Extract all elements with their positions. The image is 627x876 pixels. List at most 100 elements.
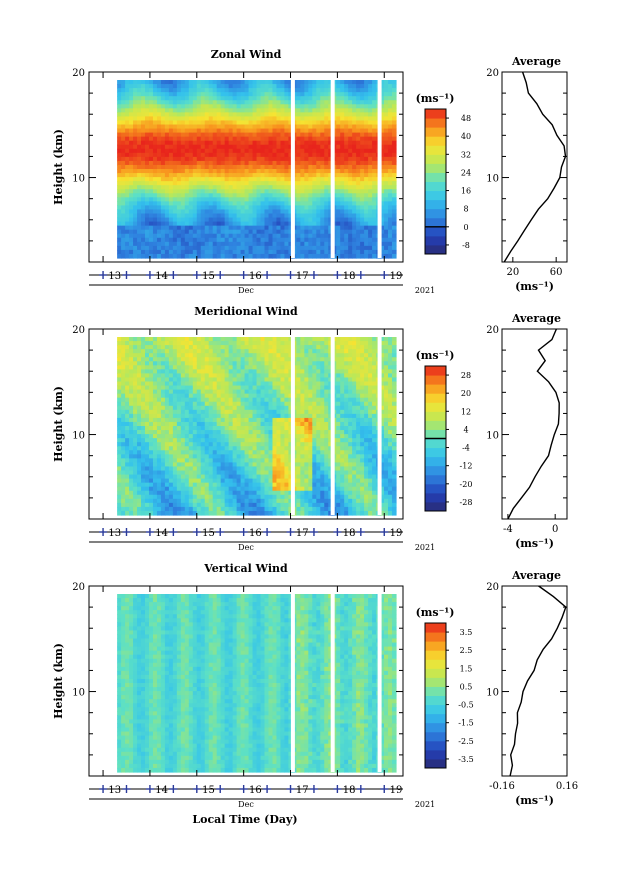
heatmap-cell bbox=[272, 357, 278, 362]
heatmap-cell bbox=[260, 136, 266, 142]
heatmap-cell bbox=[324, 136, 329, 142]
heatmap-cell bbox=[300, 128, 305, 134]
heatmap-cell bbox=[380, 156, 385, 162]
heatmap-cell bbox=[121, 229, 126, 235]
heatmap-cell bbox=[204, 357, 210, 362]
heatmap-cell bbox=[328, 245, 333, 251]
heatmap-cell bbox=[240, 417, 246, 423]
heatmap-cell bbox=[344, 173, 349, 178]
heatmap-cell bbox=[184, 361, 190, 366]
heatmap-cell bbox=[264, 466, 270, 472]
heatmap-cell bbox=[117, 108, 122, 113]
heatmap-cell bbox=[316, 189, 321, 194]
heatmap-cell bbox=[232, 361, 238, 366]
heatmap-cell bbox=[212, 152, 218, 158]
heatmap-cell bbox=[360, 96, 365, 101]
heatmap-cell bbox=[240, 177, 246, 182]
heatmap-cell bbox=[164, 152, 170, 158]
heatmap-cell bbox=[228, 506, 234, 512]
heatmap-cell bbox=[164, 96, 170, 101]
heatmap-cell bbox=[388, 124, 393, 130]
heatmap-cell bbox=[232, 92, 238, 97]
heatmap-cell bbox=[129, 164, 134, 170]
heatmap-cell bbox=[200, 185, 206, 190]
heatmap-cell bbox=[133, 237, 138, 243]
heatmap-cell bbox=[391, 160, 397, 166]
heatmap-cell bbox=[272, 466, 278, 472]
heatmap-cell bbox=[328, 84, 333, 89]
heatmap-cell bbox=[232, 193, 238, 198]
heatmap-cell bbox=[180, 397, 186, 403]
heatmap-cell bbox=[252, 201, 258, 207]
heatmap-cell bbox=[240, 120, 246, 126]
heatmap-cell bbox=[240, 185, 246, 190]
heatmap-cell bbox=[224, 245, 230, 251]
heatmap-cell bbox=[372, 225, 377, 231]
heatmap-cell bbox=[152, 201, 158, 207]
heatmap-cell bbox=[340, 100, 345, 105]
heatmap-cell bbox=[248, 426, 254, 431]
heatmap-cell bbox=[368, 169, 373, 174]
heatmap-cell bbox=[380, 185, 385, 190]
heatmap-cell bbox=[164, 164, 170, 170]
heatmap-cell bbox=[320, 213, 325, 219]
heatmap-cell bbox=[228, 181, 234, 186]
heatmap-cell bbox=[308, 120, 313, 126]
heatmap-cell bbox=[176, 148, 182, 154]
heatmap-cell bbox=[121, 217, 126, 223]
heatmap-cell bbox=[137, 144, 142, 150]
heatmap-cell bbox=[208, 177, 214, 182]
heatmap-cell bbox=[344, 120, 349, 126]
heatmap-cell bbox=[236, 401, 242, 407]
heatmap-cell bbox=[168, 249, 174, 255]
heatmap-cell bbox=[133, 373, 138, 379]
heatmap-cell bbox=[180, 450, 186, 455]
heatmap-cell bbox=[180, 434, 186, 439]
heatmap-cell bbox=[372, 104, 377, 109]
heatmap-cell bbox=[192, 197, 198, 202]
heatmap-cell bbox=[125, 177, 130, 182]
heatmap-cell bbox=[212, 446, 218, 451]
heatmap-cell bbox=[168, 365, 174, 370]
heatmap-cell bbox=[212, 474, 218, 480]
heatmap-cell bbox=[240, 434, 246, 439]
heatmap-cell bbox=[184, 478, 190, 484]
heatmap-cell bbox=[172, 84, 178, 89]
heatmap-cell bbox=[232, 124, 238, 130]
heatmap-cell bbox=[384, 128, 389, 134]
heatmap-cell bbox=[196, 173, 202, 178]
heatmap-cell bbox=[360, 177, 365, 182]
heatmap-cell bbox=[196, 385, 202, 391]
heatmap-cell bbox=[388, 209, 393, 215]
heatmap-cell bbox=[145, 96, 150, 101]
heatmap-cell bbox=[272, 124, 278, 130]
heatmap-cell bbox=[117, 373, 122, 379]
heatmap-cell bbox=[148, 160, 154, 166]
heatmap-cell bbox=[168, 490, 174, 496]
heatmap-cell bbox=[244, 373, 250, 379]
heatmap-cell bbox=[300, 185, 305, 190]
heatmap-cell bbox=[324, 148, 329, 154]
heatmap-cell bbox=[148, 510, 154, 516]
heatmap-cell bbox=[264, 486, 270, 492]
heatmap-cell bbox=[137, 430, 142, 435]
heatmap-cell bbox=[129, 361, 134, 366]
heatmap-cell bbox=[364, 84, 369, 89]
heatmap-cell bbox=[316, 104, 321, 109]
heatmap-cell bbox=[284, 92, 290, 97]
heatmap-cell bbox=[192, 454, 198, 459]
heatmap-cell bbox=[216, 124, 222, 130]
heatmap-cell bbox=[152, 365, 158, 370]
heatmap-cell bbox=[129, 446, 134, 451]
heatmap-cell bbox=[152, 361, 158, 366]
heatmap-cell bbox=[260, 421, 266, 427]
heatmap-cell bbox=[125, 462, 130, 468]
heatmap-cell bbox=[141, 217, 146, 223]
heatmap-cell bbox=[280, 197, 286, 202]
heatmap-cell bbox=[252, 213, 258, 219]
heatmap-cell bbox=[224, 413, 230, 419]
heatmap-cell bbox=[133, 401, 138, 407]
heatmap-cell bbox=[380, 124, 385, 130]
heatmap-cell bbox=[164, 156, 170, 162]
heatmap-cell bbox=[200, 353, 206, 358]
